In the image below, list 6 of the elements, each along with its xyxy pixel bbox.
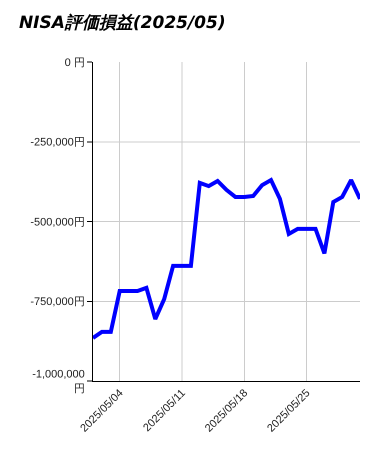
y-tick-label: 0 円 [64,56,85,69]
chart-title: NISA評価損益(2025/05) [18,12,226,33]
y-tick-label: -750,000円 [30,296,85,308]
y-tick-label: -250,000円 [30,136,85,149]
y-tick-label: -500,000円 [30,216,85,228]
line-series [93,178,360,340]
